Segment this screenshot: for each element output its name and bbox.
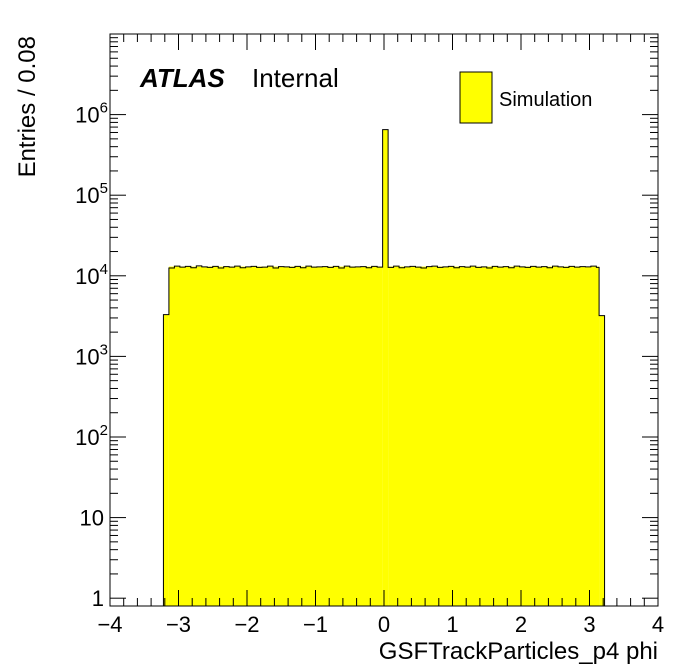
y-tick-labels: 1 10 102 103 104 105 106 — [75, 100, 108, 612]
x-tick-label: 0 — [378, 612, 390, 637]
y-tick-label: 104 — [75, 261, 108, 289]
plot-frame — [109, 33, 659, 607]
y-tick-label: 10 — [80, 506, 104, 531]
y-tick-label: 1 — [92, 586, 104, 611]
x-axis-title: GSFTrackParticles_p4 phi — [379, 638, 658, 665]
internal-label: Internal — [252, 63, 339, 93]
x-tick-label: −1 — [303, 612, 328, 637]
x-tick-label: −3 — [166, 612, 191, 637]
x-tick-label: −4 — [97, 612, 122, 637]
x-tick-label: 2 — [515, 612, 527, 637]
x-tick-label: 1 — [446, 612, 458, 637]
histogram-bin — [599, 315, 605, 606]
y-tick-label: 102 — [75, 422, 108, 450]
y-tick-label: 105 — [75, 180, 108, 208]
histogram-outline — [162, 129, 606, 606]
atlas-label: ATLAS — [139, 63, 225, 93]
y-tick-label: 103 — [75, 341, 108, 369]
x-tick-labels: −4 −3 −2 −1 0 1 2 3 4 — [97, 612, 664, 637]
histogram-bin — [388, 266, 600, 606]
legend-swatch — [459, 71, 493, 124]
histogram-bars — [162, 129, 606, 606]
x-tick-label: 3 — [583, 612, 595, 637]
histogram-bin — [168, 266, 383, 606]
legend-entry-simulation: Simulation — [499, 89, 592, 111]
x-tick-label: −2 — [234, 612, 259, 637]
y-axis-title: Entries / 0.08 — [14, 36, 41, 177]
histogram-bin — [163, 314, 169, 606]
histogram-bin — [382, 129, 389, 606]
x-tick-label: 4 — [652, 612, 664, 637]
y-tick-label: 106 — [75, 100, 108, 128]
